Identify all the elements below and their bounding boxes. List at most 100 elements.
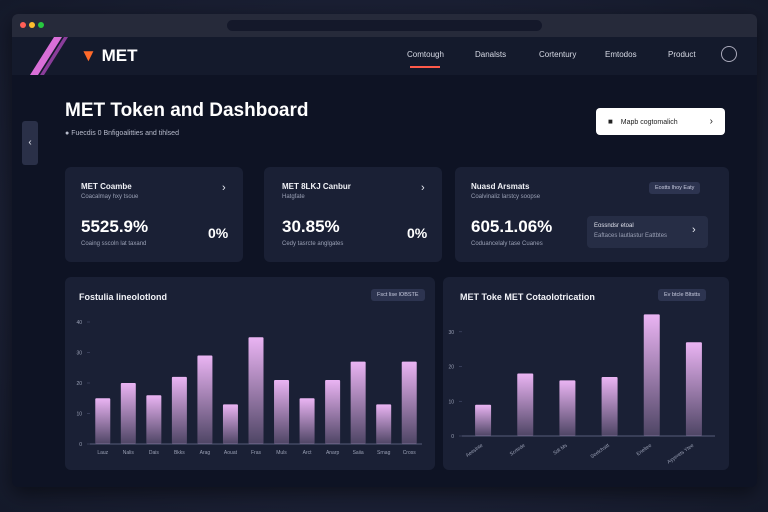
x-tick-label: Arag: [200, 450, 211, 456]
profile-icon[interactable]: [721, 46, 737, 62]
y-tick-label: 20: [448, 365, 454, 371]
browser-window: ▼ MET Comtough Danalsts Cortentury Emtod…: [12, 14, 757, 487]
nav-item[interactable]: Product: [668, 50, 696, 59]
card-caption: Coduancelaly tase Cuanes: [471, 241, 543, 247]
x-tick-label: Sdt Ms: [552, 442, 569, 456]
min-dot[interactable]: [29, 22, 35, 28]
bar: [171, 376, 187, 444]
x-tick-label: Bkks: [174, 450, 185, 456]
y-tick-label: 30: [76, 351, 82, 357]
card-caption: Coaing sscoln lat taxand: [81, 241, 147, 247]
card-value: 30.85%: [282, 217, 340, 236]
card-title: Nuasd Arsmats: [471, 182, 530, 191]
stat-card[interactable]: MET Coambe Coacalmay hxy tsoue › 5525.9%…: [65, 167, 243, 262]
card-value: 605.1.06%: [471, 217, 553, 236]
x-tick-label: Nalis: [123, 450, 135, 456]
card-subtitle: Hatgfate: [282, 194, 305, 200]
y-tick-label: 20: [76, 381, 82, 387]
brand-stripes: [30, 37, 68, 75]
bar: [120, 383, 136, 444]
nav-active: [410, 66, 440, 68]
box-title: Eossndsr etoal: [594, 223, 634, 229]
x-tick-label: Muls: [276, 450, 287, 456]
nav-item[interactable]: Comtough: [407, 50, 444, 59]
chart: 0 10 20 30 40 Lauz Nalis Dais Bkks Arag Aouat Fras M…: [76, 320, 422, 456]
bar: [274, 379, 290, 444]
chart: 0 10 20 30 Aeeslnte Scrtede Sdt Ms Seelchsitt En…: [448, 314, 715, 466]
nav-item[interactable]: Cortentury: [539, 50, 577, 59]
bar: [517, 373, 534, 436]
box-text: Eaftaces lautlastur Eattbtes: [594, 233, 668, 239]
bar: [222, 404, 238, 444]
nav-item[interactable]: Danalsts: [475, 50, 507, 59]
card-subtitle: Coalvinaliz larstcy soopse: [471, 194, 541, 200]
y-tick-label: 0: [451, 434, 454, 440]
side-toggle[interactable]: ‹: [22, 121, 38, 165]
max-dot[interactable]: [38, 22, 44, 28]
brand-text: MET: [101, 46, 138, 65]
bar: [601, 376, 618, 436]
bar: [401, 361, 417, 444]
card-side-value: 0%: [208, 225, 229, 241]
bar: [350, 361, 366, 444]
page-title: MET Token and Dashboard: [65, 100, 309, 121]
card-inner-box[interactable]: Eossndsr etoal Eaftaces lautlastur Eattb…: [587, 216, 708, 248]
x-tick-label: Eneltee: [636, 443, 654, 458]
x-tick-label: Aouat: [224, 450, 238, 456]
x-tick-label: Anarp: [326, 450, 340, 456]
chart-title: Fostulia lineolotlond: [79, 292, 167, 302]
bar: [146, 395, 162, 444]
card-subtitle: Coacalmay hxy tsoue: [81, 194, 139, 200]
app-header: ▼ MET Comtough Danalsts Cortentury Emtod…: [12, 37, 757, 75]
y-tick-label: 10: [76, 412, 82, 418]
x-tick-label: Lauz: [97, 450, 108, 456]
bar: [325, 379, 341, 444]
chart-title: MET Toke MET Cotaolotrication: [460, 292, 595, 302]
subtitle: ● Fuecdis 0 Bnfigoalitties and tihlsed: [65, 130, 179, 137]
card-side-value: 0%: [407, 225, 428, 241]
button-text: Mapb cogtomalich: [620, 119, 678, 126]
chart-badge[interactable]: Ev btcle Bltstts: [658, 289, 707, 301]
action-button[interactable]: ■ Mapb cogtomalich ›: [596, 108, 725, 135]
x-tick-label: Dais: [149, 450, 160, 456]
bar: [197, 355, 213, 444]
x-tick-label: Cross: [403, 450, 417, 456]
chart-panel: Fostulia lineolotlond Fsct lise lOBSTE 0…: [65, 277, 435, 470]
x-tick-label: Fras: [251, 450, 262, 456]
chart-badge[interactable]: Fsct lise lOBSTE: [371, 289, 425, 301]
card-arrow[interactable]: ›: [421, 182, 425, 194]
bar: [248, 337, 264, 444]
card-value: 5525.9%: [81, 217, 149, 236]
bar: [685, 342, 702, 436]
card-caption: Cedy tasrcte anglgates: [282, 241, 344, 247]
y-tick-label: 40: [76, 320, 82, 326]
x-tick-label: Aeeslnte: [465, 443, 485, 459]
box-arrow[interactable]: ›: [692, 224, 696, 236]
x-tick-label: Ayyerets Ytee: [666, 443, 695, 466]
x-tick-label: Scrtede: [509, 443, 527, 458]
x-tick-label: Srnag: [377, 450, 391, 456]
browser-chrome: [12, 14, 757, 37]
y-tick-label: 30: [448, 330, 454, 336]
bar: [376, 404, 392, 444]
card-title: MET 8LKJ Canbur: [282, 182, 351, 191]
x-tick-label: Arct: [303, 450, 313, 456]
brand[interactable]: ▼ MET: [80, 46, 138, 65]
bar: [299, 398, 315, 444]
card-title: MET Coambe: [81, 182, 132, 191]
x-tick-label: Saiia: [353, 450, 364, 456]
bar: [643, 314, 660, 436]
card-arrow[interactable]: ›: [222, 182, 226, 194]
y-tick-label: 10: [448, 399, 454, 405]
bar: [95, 398, 111, 444]
x-tick-label: Seelchsitt: [590, 442, 612, 460]
close-dot[interactable]: [20, 22, 26, 28]
stat-card[interactable]: Nuasd Arsmats Coalvinaliz larstcy soopse…: [455, 167, 729, 262]
bar: [559, 380, 576, 436]
address-bar[interactable]: [227, 20, 542, 31]
nav-item[interactable]: Emtodos: [605, 50, 637, 59]
stat-card[interactable]: MET 8LKJ Canbur Hatgfate › 30.85% Cedy t…: [264, 167, 442, 262]
card-badge[interactable]: Eostts lhoy Eaty: [649, 182, 701, 194]
subtitle-text: Fuecdis 0 Bnfigoalitties and tihlsed: [71, 130, 179, 137]
